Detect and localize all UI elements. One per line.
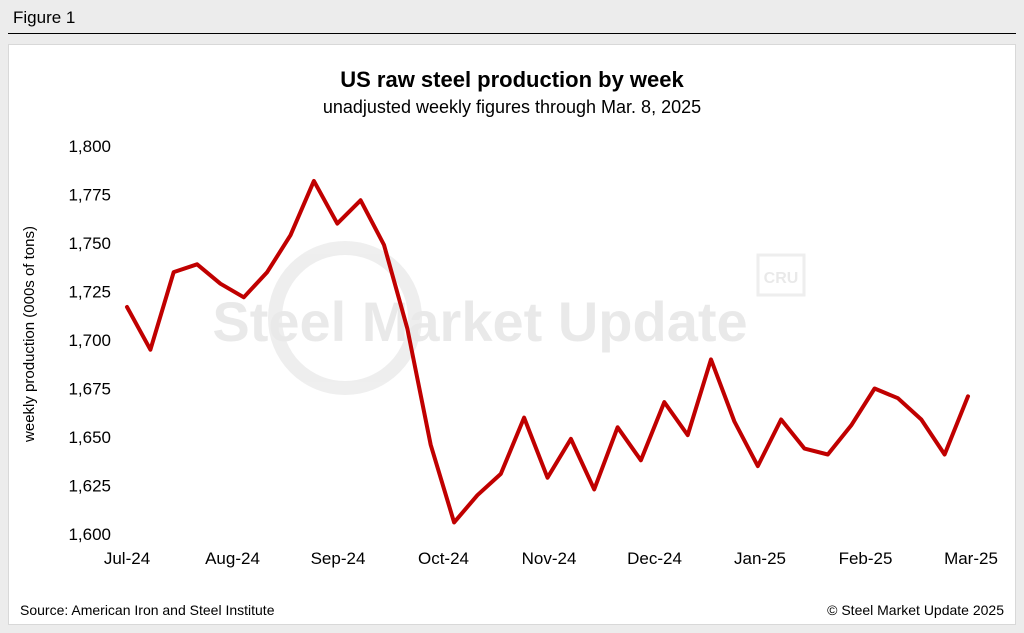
x-tick-label: Mar-25 (944, 549, 998, 568)
x-tick-labels: Jul-24 Aug-24 Sep-24 Oct-24 Nov-24 Dec-24 Jan-… (104, 549, 998, 568)
x-tick-label: Nov-24 (522, 549, 577, 568)
x-tick-label: Aug-24 (205, 549, 260, 568)
chart-panel (8, 44, 1016, 625)
x-tick-label: Jul-24 (104, 549, 150, 568)
y-tick-label: 1,700 (68, 331, 111, 350)
y-tick-label: 1,650 (68, 428, 111, 447)
x-tick-label: Jan-25 (734, 549, 786, 568)
watermark-badge-box (756, 253, 806, 297)
y-tick-label: 1,675 (68, 380, 111, 399)
figure-divider (8, 33, 1016, 34)
watermark-ring-icon (268, 241, 422, 395)
chart-title: US raw steel production by week (340, 67, 684, 92)
y-tick-label: 1,750 (68, 234, 111, 253)
watermark: Steel Market Update CRU (212, 241, 806, 395)
watermark-badge: CRU (764, 270, 799, 287)
x-tick-label: Dec-24 (627, 549, 682, 568)
y-tick-label: 1,800 (68, 137, 111, 156)
copyright-note: © Steel Market Update 2025 (827, 602, 1004, 618)
figure-label: Figure 1 (13, 8, 76, 27)
series-layer (125, 178, 970, 525)
y-tick-label: 1,775 (68, 186, 111, 205)
watermark-brand: Steel Market Update (212, 290, 747, 353)
source-note: Source: American Iron and Steel Institut… (20, 602, 275, 618)
chart-subtitle: unadjusted weekly figures through Mar. 8… (322, 97, 702, 117)
y-tick-label: 1,625 (68, 477, 111, 496)
y-tick-labels: 1,600 1,625 1,650 1,675 1,700 1,725 1,750 1,775… (68, 137, 111, 544)
y-tick-label: 1,725 (68, 283, 111, 302)
x-tick-label: Oct-24 (418, 549, 469, 568)
y-axis-label: weekly production (000s of tons) (21, 226, 38, 443)
x-tick-label: Sep-24 (311, 549, 366, 568)
x-tick-label: Feb-25 (839, 549, 893, 568)
y-tick-label: 1,600 (68, 525, 111, 544)
